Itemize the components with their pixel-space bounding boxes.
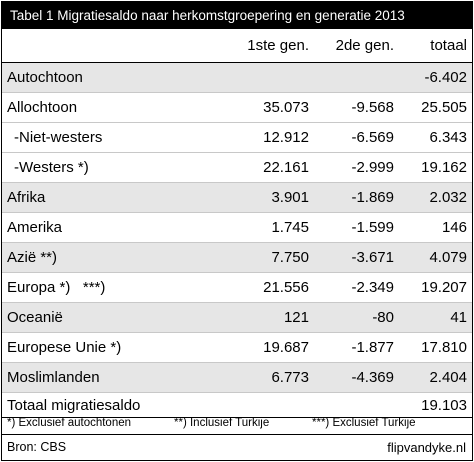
cell-gen2: -4.369 bbox=[351, 369, 394, 386]
cell-gen2: -6.569 bbox=[351, 129, 394, 146]
cell-total: 17.810 bbox=[421, 339, 467, 356]
cell-total: 2.404 bbox=[429, 369, 467, 386]
cell-total: 2.032 bbox=[429, 189, 467, 206]
table-row: Allochtoon 35.073 -9.568 25.505 bbox=[2, 93, 472, 123]
row-label: Afrika bbox=[7, 189, 46, 206]
cell-total: 19.162 bbox=[421, 159, 467, 176]
cell-gen1: 6.773 bbox=[271, 369, 309, 386]
cell-total: 4.079 bbox=[429, 249, 467, 266]
table-row: Oceanië 121 -80 41 bbox=[2, 303, 472, 333]
cell-gen2: -1.877 bbox=[351, 339, 394, 356]
footnote: **) Inclusief Turkije bbox=[174, 417, 270, 429]
cell-gen1: 1.745 bbox=[271, 219, 309, 236]
table-title: Tabel 1 Migratiesaldo naar herkomstgroep… bbox=[2, 2, 472, 29]
cell-total: 25.505 bbox=[421, 99, 467, 116]
footnote: *) Exclusief autochtonen bbox=[7, 417, 132, 429]
row-label: Europese Unie *) bbox=[7, 339, 122, 356]
table-row: Amerika 1.745 -1.599 146 bbox=[2, 213, 472, 243]
cell-gen1: 121 bbox=[283, 309, 309, 326]
column-header-gen2: 2de gen. bbox=[335, 37, 394, 54]
column-header-row: 1ste gen. 2de gen. totaal bbox=[2, 29, 472, 63]
cell-gen1: 22.161 bbox=[263, 159, 309, 176]
row-label: Moslimlanden bbox=[7, 369, 100, 386]
cell-gen1: 7.750 bbox=[271, 249, 309, 266]
cell-gen2: -9.568 bbox=[351, 99, 394, 116]
cell-gen1: 3.901 bbox=[271, 189, 309, 206]
cell-gen2: -80 bbox=[372, 309, 394, 326]
row-label: Allochtoon bbox=[7, 99, 78, 116]
table-row: Moslimlanden 6.773 -4.369 2.404 bbox=[2, 363, 472, 393]
table-row: -Niet-westers 12.912 -6.569 6.343 bbox=[2, 123, 472, 153]
cell-gen2: -3.671 bbox=[351, 249, 394, 266]
total-row: Totaal migratiesaldo 19.103 bbox=[2, 393, 472, 418]
cell-gen1: 35.073 bbox=[263, 99, 309, 116]
cell-total: 146 bbox=[441, 219, 467, 236]
cell-gen2: -1.599 bbox=[351, 219, 394, 236]
cell-gen2: -2.349 bbox=[351, 279, 394, 296]
total-value: 19.103 bbox=[421, 397, 467, 414]
cell-total: 41 bbox=[450, 309, 467, 326]
row-label: -Westers *) bbox=[14, 159, 89, 176]
footnotes: *) Exclusief autochtonen **) Inclusief T… bbox=[2, 412, 472, 435]
column-header-total: totaal bbox=[430, 37, 467, 54]
table-row: -Westers *) 22.161 -2.999 19.162 bbox=[2, 153, 472, 183]
column-header-gen1: 1ste gen. bbox=[247, 37, 309, 54]
total-label: Totaal migratiesaldo bbox=[7, 397, 141, 414]
source-label: Bron: CBS bbox=[7, 440, 67, 454]
table-body: Autochtoon -6.402 Allochtoon 35.073 -9.5… bbox=[2, 63, 472, 418]
table-row: Afrika 3.901 -1.869 2.032 bbox=[2, 183, 472, 213]
cell-total: -6.402 bbox=[424, 69, 467, 86]
table-row: Europa *) ***) 21.556 -2.349 19.207 bbox=[2, 273, 472, 303]
row-label: Amerika bbox=[7, 219, 63, 236]
row-label: Oceanië bbox=[7, 309, 63, 326]
cell-gen2: -2.999 bbox=[351, 159, 394, 176]
table-row: Europese Unie *) 19.687 -1.877 17.810 bbox=[2, 333, 472, 363]
footnote: ***) Exclusief Turkije bbox=[312, 417, 416, 429]
table-row: Autochtoon -6.402 bbox=[2, 63, 472, 93]
cell-total: 6.343 bbox=[429, 129, 467, 146]
row-label: -Niet-westers bbox=[14, 129, 103, 146]
cell-total: 19.207 bbox=[421, 279, 467, 296]
cell-gen1: 12.912 bbox=[263, 129, 309, 146]
site-credit: flipvandyke.nl bbox=[387, 440, 466, 455]
cell-gen2: -1.869 bbox=[351, 189, 394, 206]
row-label: Autochtoon bbox=[7, 69, 83, 86]
cell-gen1: 21.556 bbox=[263, 279, 309, 296]
row-label: Azië **) bbox=[7, 249, 58, 266]
table-row: Azië **) 7.750 -3.671 4.079 bbox=[2, 243, 472, 273]
cell-gen1: 19.687 bbox=[263, 339, 309, 356]
row-label: Europa *) ***) bbox=[7, 279, 106, 296]
source-bar: Bron: CBS flipvandyke.nl bbox=[2, 435, 472, 460]
